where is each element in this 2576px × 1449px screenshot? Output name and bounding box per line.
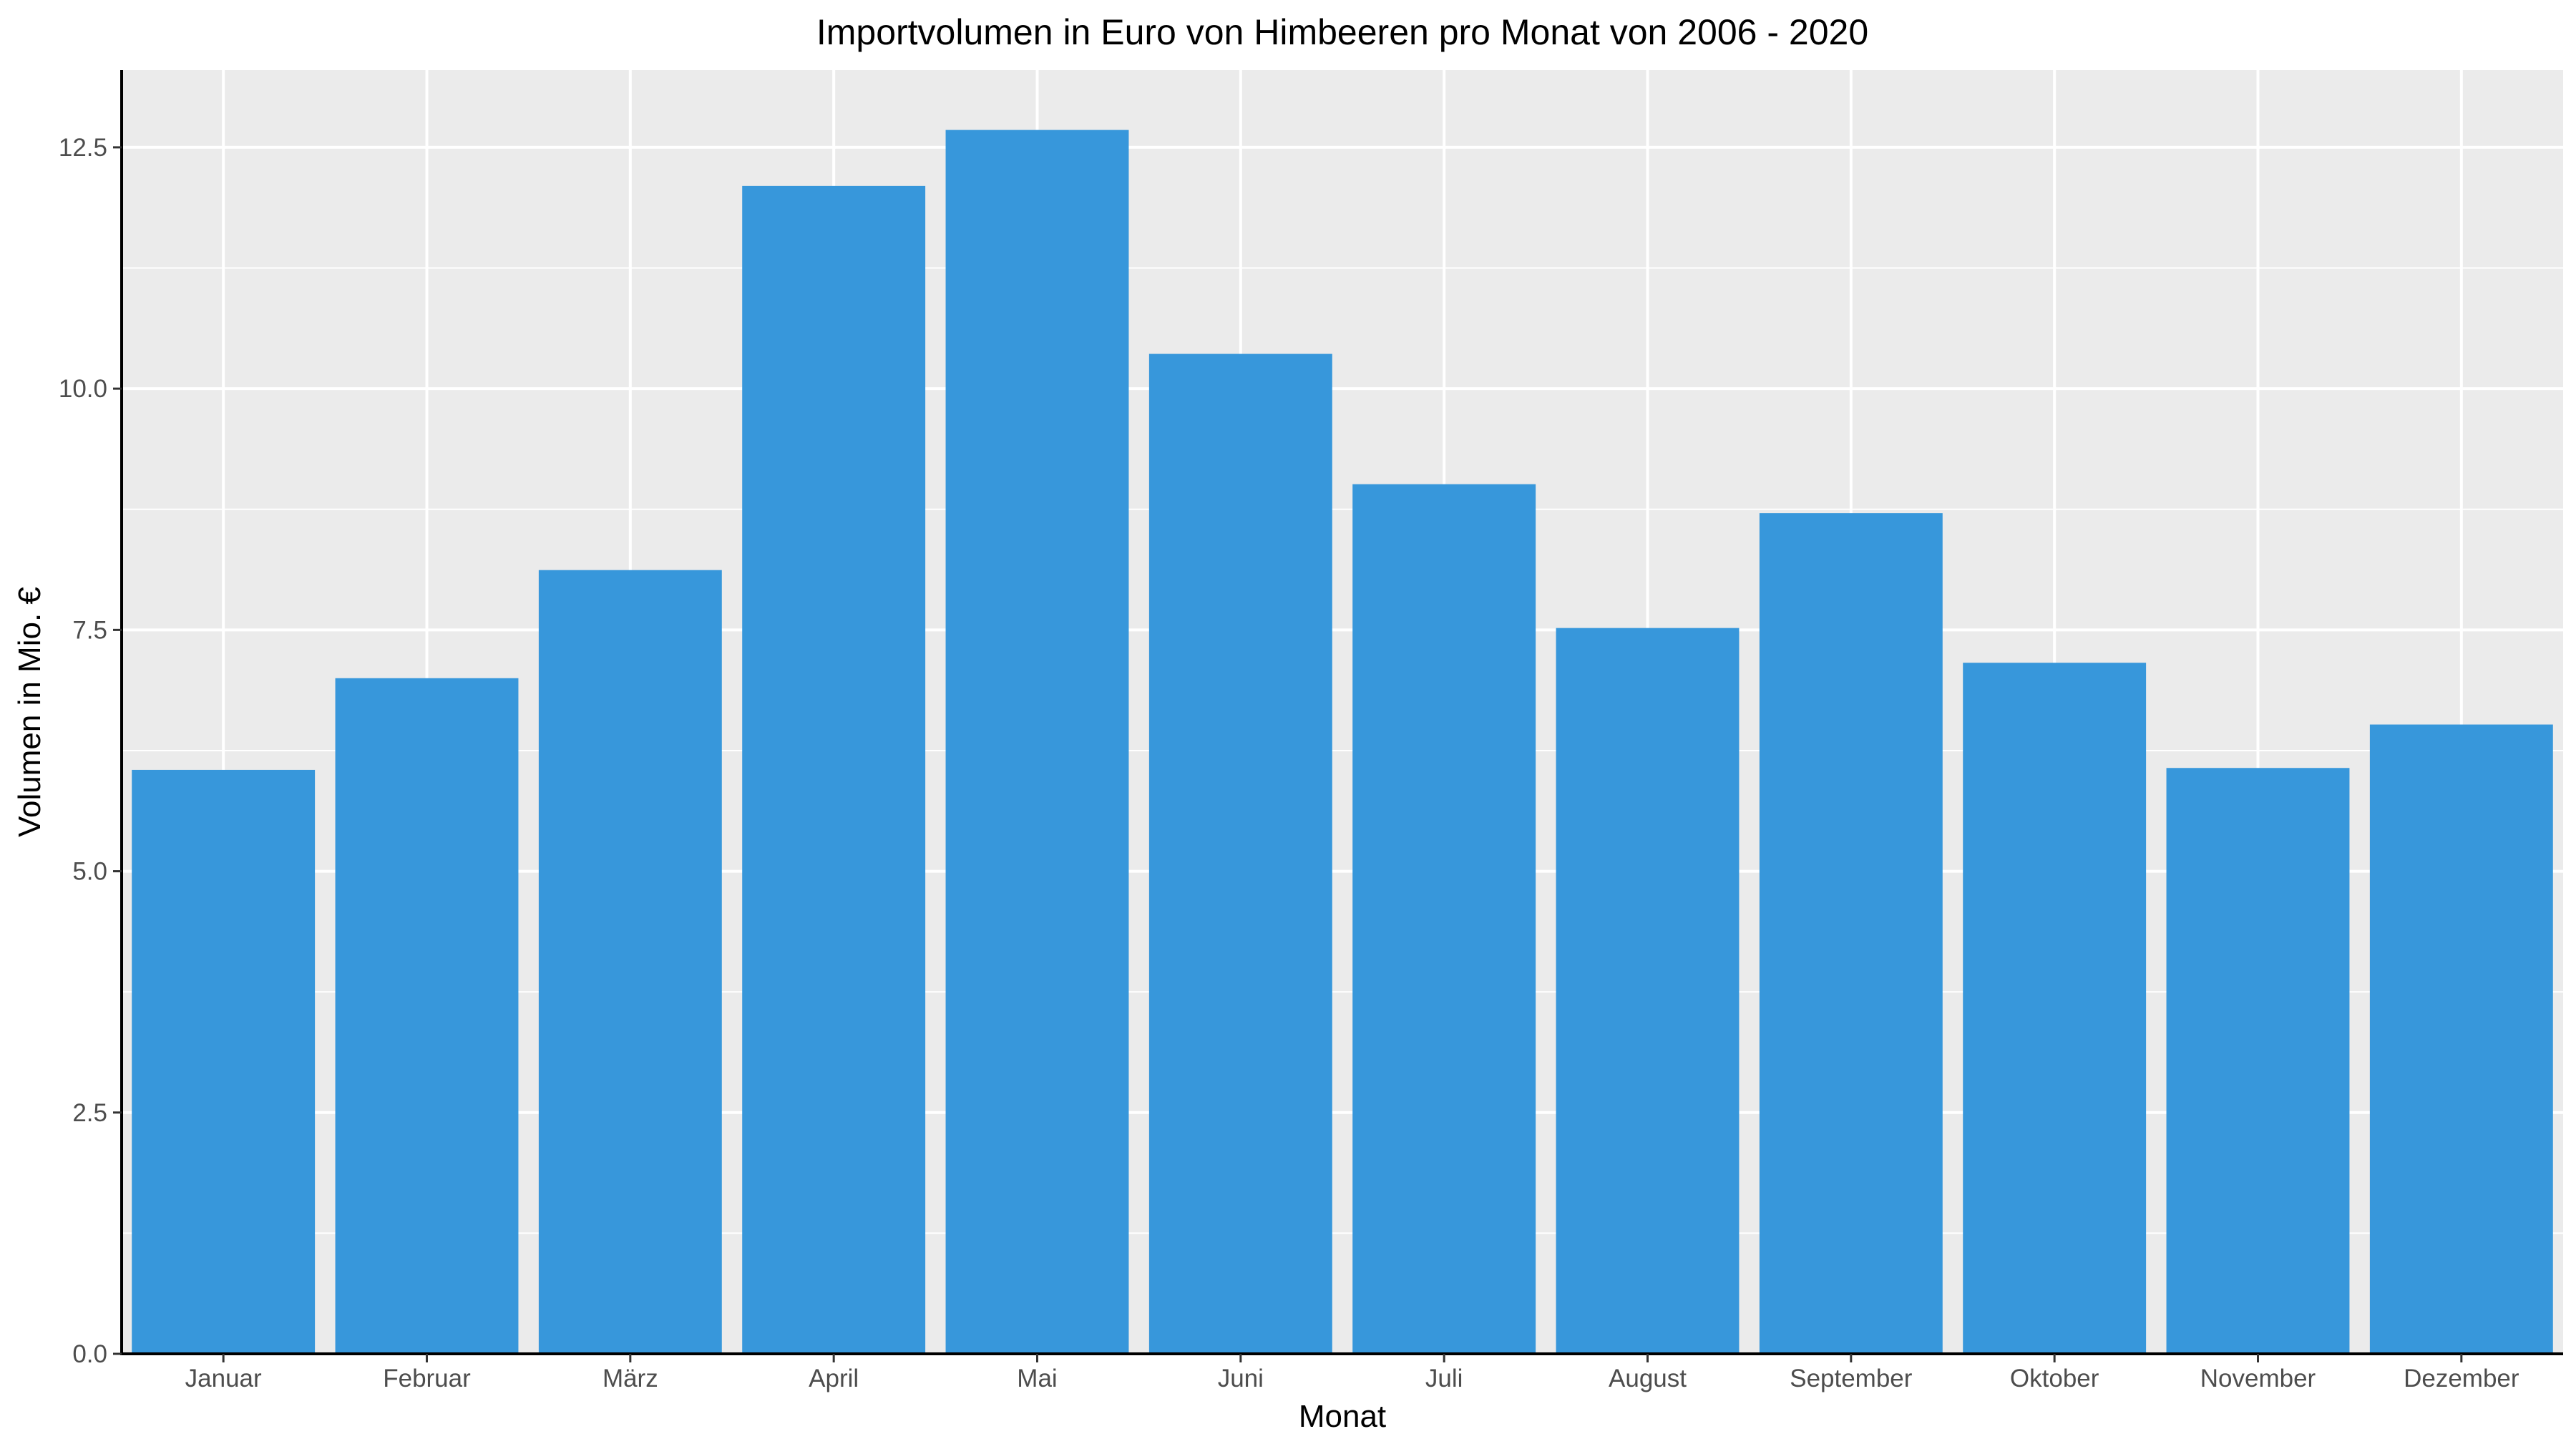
y-tick-label: 12.5 (59, 134, 107, 162)
x-tick-label: April (809, 1365, 859, 1392)
bar-dezember (2369, 724, 2553, 1354)
x-tick-label: Februar (383, 1365, 471, 1392)
bar-februar (335, 678, 519, 1354)
bar-november (2166, 768, 2350, 1354)
x-tick-label: Juli (1425, 1365, 1463, 1392)
y-tick-label: 5.0 (72, 858, 107, 886)
x-tick-label: Juni (1218, 1365, 1264, 1392)
plot-panel (122, 70, 2563, 1354)
x-tick-label: November (2200, 1365, 2316, 1392)
bars (132, 130, 2553, 1355)
x-axis-ticks: Januar Februar März April Mai Juni Juli August S… (185, 1354, 2519, 1392)
y-tick-label: 0.0 (72, 1340, 107, 1368)
y-axis-label: Volumen in Mio. € (12, 587, 47, 837)
bar-september (1759, 513, 1943, 1354)
y-tick-label: 7.5 (72, 616, 107, 644)
y-tick-label: 10.0 (59, 375, 107, 403)
x-tick-label: März (602, 1365, 658, 1392)
x-tick-label: Dezember (2404, 1365, 2519, 1392)
y-tick-label: 2.5 (72, 1099, 107, 1127)
x-tick-label: August (1609, 1365, 1687, 1392)
x-tick-label: Oktober (2010, 1365, 2099, 1392)
x-tick-label: Januar (185, 1365, 262, 1392)
bar-mai (945, 130, 1129, 1354)
x-axis-label: Monat (1299, 1399, 1386, 1434)
chart-title: Importvolumen in Euro von Himbeeren pro … (816, 12, 1868, 52)
bar-april (742, 185, 926, 1355)
bar-august (1556, 628, 1740, 1354)
y-axis-ticks: 0.0 2.5 5.0 7.5 10.0 12.5 (59, 134, 122, 1368)
bar-märz (538, 570, 722, 1354)
minor-gridlines (122, 267, 2563, 1234)
x-tick-label: Mai (1017, 1365, 1057, 1392)
bar-juni (1148, 353, 1332, 1355)
bar-januar (132, 769, 316, 1354)
bar-juli (1352, 484, 1536, 1354)
x-tick-label: September (1790, 1365, 1913, 1392)
bar-oktober (1963, 663, 2147, 1354)
axes (120, 70, 2563, 1355)
